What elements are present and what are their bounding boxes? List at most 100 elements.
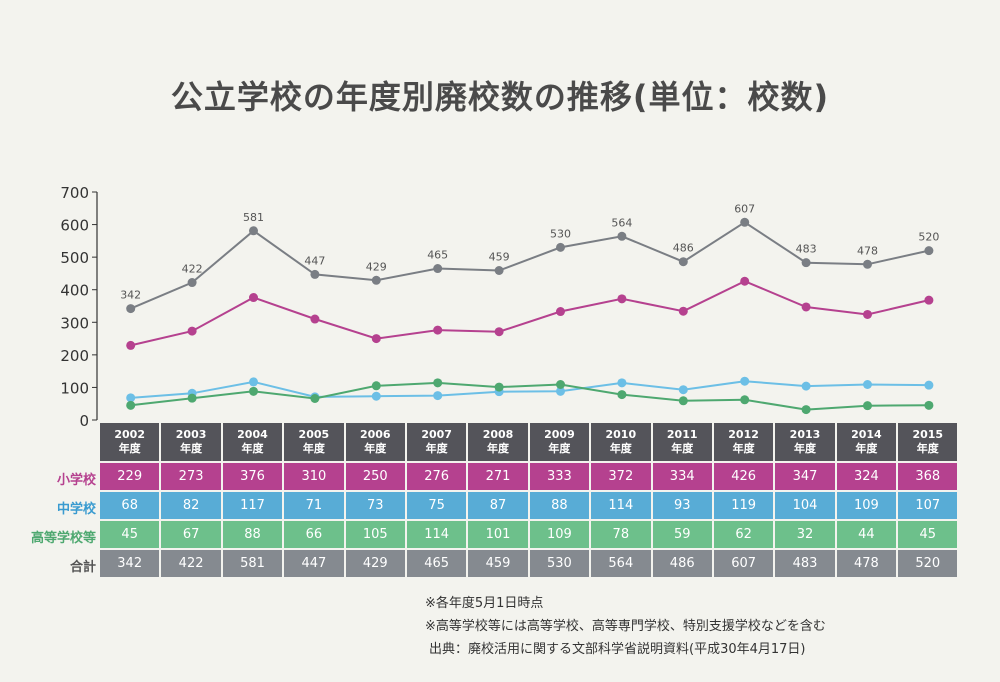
table-cell: 119 [713, 492, 774, 519]
data-point [187, 393, 197, 403]
data-point [494, 327, 504, 337]
year-header-cell: 2005 年度 [284, 423, 344, 461]
y-tick-label: 400 [60, 282, 89, 300]
table-row-label: 高等学校等 [30, 531, 96, 546]
data-point [801, 302, 811, 312]
table-cell: 82 [161, 492, 221, 519]
year-header-cell: 2009 年度 [529, 423, 590, 461]
table-cell: 333 [529, 463, 590, 490]
table-row-label: 小学校 [56, 473, 96, 488]
data-point [310, 394, 320, 404]
data-label: 422 [182, 263, 203, 276]
table-row: 45 67 88 66 105 114 101 109 78 59 62 32 44 45 [100, 521, 958, 548]
table-cell: 478 [836, 550, 897, 577]
table-cell: 530 [529, 550, 590, 577]
y-tick-label: 300 [60, 314, 89, 332]
year-header-cell: 2004 年度 [222, 423, 283, 461]
data-point [556, 242, 565, 252]
year-header-cell: 2006 年度 [345, 423, 405, 461]
data-label: 465 [427, 249, 448, 262]
data-point [617, 390, 627, 400]
table-row: 68 82 117 71 73 75 87 88 114 93 119 104 109 107 [100, 492, 958, 519]
data-point [494, 382, 504, 392]
data-label: 447 [304, 254, 325, 267]
data-point [371, 381, 381, 391]
data-label: 483 [796, 243, 817, 256]
data-label: 607 [734, 202, 755, 215]
table-cell: 324 [836, 463, 897, 490]
data-point [126, 400, 136, 410]
table-row-label: 合計 [69, 560, 96, 575]
source-note: 出典：廃校活用に関する文部科学省説明資料(平成30年4月17日) [429, 642, 806, 657]
table-header-row: 2002 年度 2003 年度 2004 年度 2005 年度 2006 年度 2007 年度 2008… [100, 423, 958, 461]
table-cell: 520 [898, 550, 958, 577]
table-cell: 229 [100, 463, 160, 490]
data-point [126, 340, 136, 350]
y-tick-label: 200 [60, 347, 89, 365]
table-cell: 78 [591, 521, 651, 548]
data-point [924, 246, 934, 256]
data-point [678, 306, 688, 316]
data-point [740, 395, 750, 405]
data-point [801, 405, 811, 415]
data-point [617, 378, 627, 388]
data-point [678, 385, 688, 395]
series-line-0 [130, 280, 930, 347]
table-cell: 93 [652, 492, 712, 519]
year-header-cell: 2008 年度 [468, 423, 528, 461]
table-cell: 422 [161, 550, 221, 577]
data-point [556, 379, 565, 389]
data-point [126, 304, 136, 314]
series-line-2 [130, 381, 929, 411]
table-cell: 273 [161, 463, 221, 490]
table-cell: 447 [284, 550, 344, 577]
table-cell: 67 [161, 521, 221, 548]
table-cell: 271 [468, 463, 528, 490]
data-point [863, 309, 872, 319]
data-point [310, 269, 320, 279]
table-cell: 276 [406, 463, 467, 490]
year-header-cell: 2013 年度 [775, 423, 835, 461]
table-cell: 68 [100, 492, 160, 519]
table-cell: 66 [284, 521, 344, 548]
table-cell: 250 [345, 463, 405, 490]
table-cell: 88 [529, 492, 590, 519]
data-point [863, 259, 872, 269]
data-point [924, 380, 934, 390]
data-point [249, 293, 258, 303]
table-cell: 372 [591, 463, 651, 490]
data-point [801, 381, 811, 391]
data-point [617, 231, 627, 241]
data-point [678, 396, 688, 406]
year-header-cell: 2015 年度 [898, 423, 958, 461]
y-tick-label: 600 [60, 217, 89, 235]
table-cell: 426 [713, 463, 774, 490]
y-axis: 0 100 200 300 400 500 600 700 [60, 184, 98, 430]
data-point [801, 258, 811, 268]
data-point [433, 391, 443, 401]
note-time-basis: ※各年度5月1日時点 [425, 596, 544, 611]
data-point [924, 400, 934, 410]
data-point [433, 378, 443, 388]
table-cell: 564 [591, 550, 651, 577]
table-cell: 71 [284, 492, 344, 519]
table-row-label: 中学校 [56, 502, 96, 517]
table-cell: 459 [468, 550, 528, 577]
series-line-3 [130, 221, 930, 310]
data-point [310, 314, 320, 324]
table-cell: 486 [652, 550, 712, 577]
y-tick-label: 500 [60, 249, 89, 267]
note-high-school-scope: ※高等学校等には高等学校、高等専門学校、特別支援学校などを含む [425, 619, 826, 634]
data-point [556, 307, 565, 317]
data-point [249, 226, 258, 236]
table-cell: 109 [836, 492, 897, 519]
data-point [126, 393, 136, 403]
data-point [433, 264, 443, 274]
table-cell: 101 [468, 521, 528, 548]
table-cell: 347 [775, 463, 835, 490]
line-chart: 0 100 200 300 400 500 600 700 342 422 581 447 429 46… [60, 184, 939, 430]
year-header-cell: 2007 年度 [406, 423, 467, 461]
data-label: 486 [673, 242, 694, 255]
year-header-cell: 2010 年度 [591, 423, 651, 461]
table-cell: 310 [284, 463, 344, 490]
